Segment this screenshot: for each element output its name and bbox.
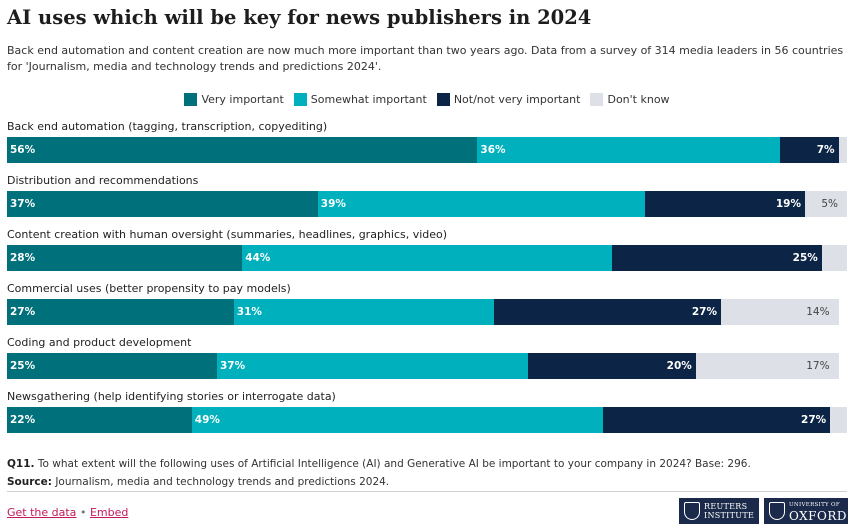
bar-segment-dontknow: 17%	[695, 353, 839, 379]
bar-row: 37% 39% 19% 5%	[7, 191, 847, 217]
bar-row: 25% 37% 20% 17%	[7, 353, 847, 379]
bar-segment-dontknow: 5%	[804, 191, 847, 217]
embed-link[interactable]: Embed	[89, 506, 129, 519]
bar-segment-very: 22%	[7, 407, 192, 433]
bar-row: 28% 44% 25%	[7, 245, 847, 271]
data-label-very: 28%	[10, 252, 36, 264]
bar-segment-not: 27%	[494, 299, 721, 325]
data-label-dontknow: 5%	[821, 198, 838, 210]
bar-segment-very: 25%	[7, 353, 217, 379]
oxford-logo-small: UNIVERSITY OF	[789, 501, 840, 508]
data-label-somewhat: 31%	[236, 306, 262, 318]
bar-row: 27% 31% 27% 14%	[7, 299, 847, 325]
data-label-very: 22%	[10, 414, 36, 426]
row-label: Commercial uses (better propensity to pa…	[7, 282, 291, 295]
row-label: Content creation with human oversight (s…	[7, 228, 448, 241]
bar-segment-not: 27%	[603, 407, 831, 433]
data-label-very: 56%	[10, 144, 36, 156]
legend-label-somewhat: Somewhat important	[310, 93, 427, 106]
data-label-somewhat: 36%	[480, 144, 506, 156]
bar-segment-dontknow	[821, 245, 847, 271]
bar-segment-very: 27%	[7, 299, 234, 325]
row-label: Back end automation (tagging, transcript…	[7, 120, 328, 133]
legend-item-dontknow: Don't know	[590, 93, 670, 106]
chart-subtitle: Back end automation and content creation…	[7, 44, 844, 73]
legend-label-not: Not/not very important	[453, 93, 581, 106]
data-label-not: 19%	[775, 198, 801, 210]
data-label-not: 27%	[801, 414, 827, 426]
legend-label-very: Very important	[201, 93, 284, 106]
bar-segment-dontknow	[838, 137, 847, 163]
bar-segment-not: 25%	[611, 245, 822, 271]
oxford-crest-icon	[769, 502, 785, 520]
bar-segment-somewhat: 44%	[242, 245, 612, 271]
reuters-institute-logo[interactable]: REUTERS INSTITUTE	[679, 498, 759, 524]
data-label-not: 25%	[792, 252, 818, 264]
data-label-very: 37%	[10, 198, 36, 210]
data-label-somewhat: 39%	[320, 198, 346, 210]
data-label-dontknow: 14%	[806, 306, 830, 318]
legend-label-dontknow: Don't know	[607, 93, 670, 106]
data-label-not: 20%	[666, 360, 692, 372]
bar-segment-not: 19%	[645, 191, 805, 217]
oxford-university-logo[interactable]: UNIVERSITY OF OXFORD	[764, 498, 848, 524]
bar-segment-somewhat: 31%	[233, 299, 495, 325]
oxford-logo-big: OXFORD	[789, 508, 847, 523]
legend-item-very: Very important	[184, 93, 284, 106]
bar-segment-dontknow: 14%	[720, 299, 839, 325]
legend: Very important Somewhat important Not/not …	[0, 93, 854, 106]
bar-segment-somewhat: 39%	[317, 191, 646, 217]
chart-title: AI uses which will be key for news publi…	[7, 6, 592, 29]
legend-swatch-not	[436, 93, 450, 106]
data-label-dontknow: 17%	[806, 360, 830, 372]
data-label-very: 25%	[10, 360, 36, 372]
bar-segment-very: 28%	[7, 245, 243, 271]
row-label: Distribution and recommendations	[7, 174, 199, 187]
bar-segment-somewhat: 37%	[217, 353, 528, 379]
legend-swatch-very	[184, 93, 198, 106]
reuters-logo-line2: INSTITUTE	[704, 511, 755, 520]
bar-segment-dontknow	[830, 407, 847, 433]
row-label: Newsgathering (help identifying stories …	[7, 390, 336, 403]
data-label-not: 7%	[816, 144, 835, 156]
bar-segment-very: 56%	[7, 137, 478, 163]
data-label-somewhat: 37%	[220, 360, 246, 372]
bar-row: 56% 36% 7%	[7, 137, 847, 163]
footnote: Q11. To what extent will the following u…	[7, 455, 751, 491]
legend-swatch-somewhat	[293, 93, 307, 106]
data-label-not: 27%	[691, 306, 717, 318]
bar-segment-somewhat: 49%	[191, 407, 604, 433]
footer-divider	[7, 491, 847, 492]
source-label: Source:	[7, 476, 52, 488]
bar-segment-not: 7%	[779, 137, 839, 163]
data-label-somewhat: 44%	[245, 252, 271, 264]
data-label-very: 27%	[10, 306, 36, 318]
bar-segment-somewhat: 36%	[477, 137, 780, 163]
legend-item-somewhat: Somewhat important	[293, 93, 427, 106]
reuters-logo-line1: REUTERS	[704, 502, 748, 511]
legend-swatch-dontknow	[590, 93, 604, 106]
source-text: Journalism, media and technology trends …	[55, 476, 390, 488]
get-the-data-link[interactable]: Get the data	[7, 506, 77, 519]
bar-segment-not: 20%	[527, 353, 696, 379]
row-label: Coding and product development	[7, 336, 192, 349]
footer-links: Get the data • Embed	[7, 506, 128, 519]
legend-item-not: Not/not very important	[436, 93, 581, 106]
link-separator: •	[79, 506, 87, 519]
question-text: To what extent will the following uses o…	[37, 458, 751, 470]
bar-segment-very: 37%	[7, 191, 318, 217]
question-label: Q11.	[7, 458, 35, 470]
reuters-crest-icon	[684, 502, 700, 520]
bar-row: 22% 49% 27%	[7, 407, 847, 433]
data-label-somewhat: 49%	[194, 414, 220, 426]
